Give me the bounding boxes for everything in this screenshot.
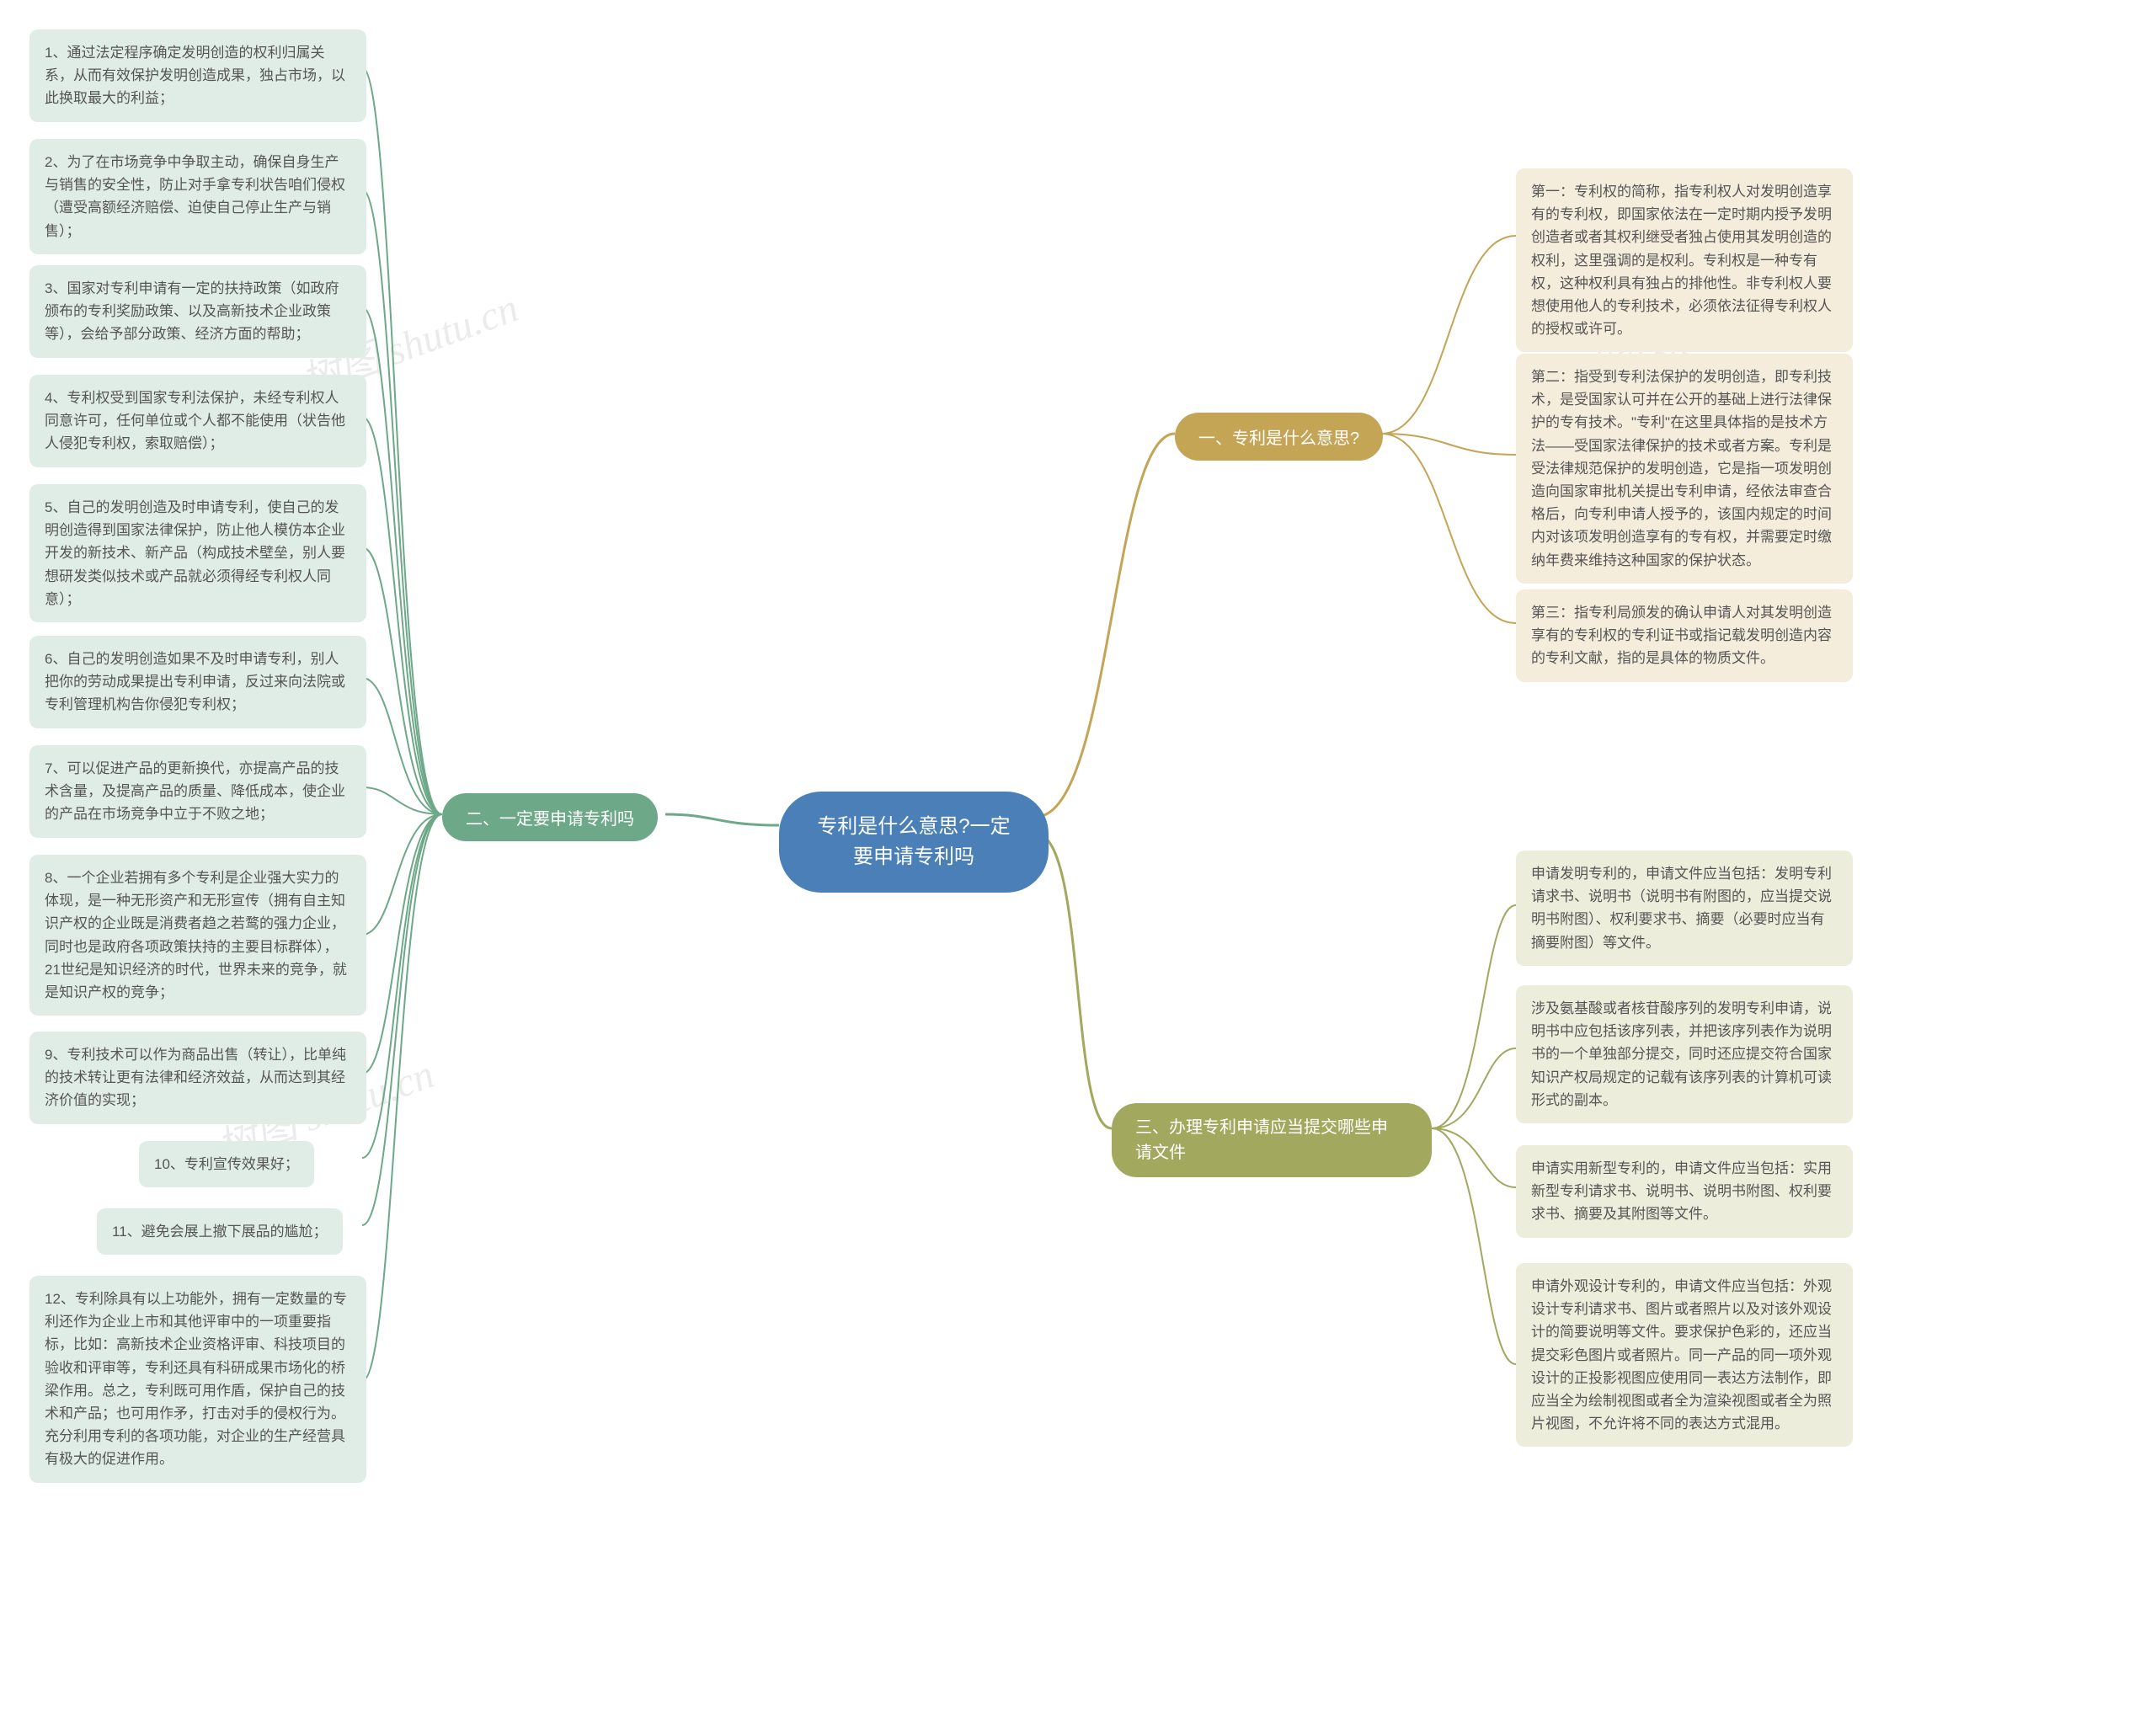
leaf-node: 6、自己的发明创造如果不及时申请专利，别人把你的劳动成果提出专利申请，反过来向法… [29, 636, 366, 728]
leaf-node: 2、为了在市场竞争中争取主动，确保自身生产与销售的安全性，防止对手拿专利状告咱们… [29, 139, 366, 254]
leaf-node: 4、专利权受到国家专利法保护，未经专利权人同意许可，任何单位或个人都不能使用（状… [29, 375, 366, 467]
leaf-node: 3、国家对专利申请有一定的扶持政策（如政府颁布的专利奖励政策、以及高新技术企业政… [29, 265, 366, 358]
leaf-node: 涉及氨基酸或者核苷酸序列的发明专利申请，说明书中应包括该序列表，并把该序列表作为… [1516, 985, 1853, 1123]
leaf-node: 第一：专利权的简称，指专利权人对发明创造享有的专利权，即国家依法在一定时期内授予… [1516, 168, 1853, 352]
leaf-node: 申请实用新型专利的，申请文件应当包括：实用新型专利请求书、说明书、说明书附图、权… [1516, 1145, 1853, 1238]
leaf-node: 申请外观设计专利的，申请文件应当包括：外观设计专利请求书、图片或者照片以及对该外… [1516, 1263, 1853, 1447]
center-node: 专利是什么意思?一定要申请专利吗 [779, 792, 1049, 893]
branch-node-3: 三、办理专利申请应当提交哪些申 请文件 [1112, 1103, 1432, 1177]
leaf-node: 12、专利除具有以上功能外，拥有一定数量的专利还作为企业上市和其他评审中的一项重… [29, 1276, 366, 1483]
leaf-node: 9、专利技术可以作为商品出售（转让），比单纯的技术转让更有法律和经济效益，从而达… [29, 1032, 366, 1124]
leaf-node: 10、专利宣传效果好； [139, 1141, 314, 1187]
leaf-node: 申请发明专利的，申请文件应当包括：发明专利请求书、说明书（说明书有附图的，应当提… [1516, 851, 1853, 966]
leaf-node: 5、自己的发明创造及时申请专利，使自己的发明创造得到国家法律保护，防止他人模仿本… [29, 484, 366, 622]
branch-node-2: 二、一定要申请专利吗 [442, 793, 658, 841]
leaf-node: 7、可以促进产品的更新换代，亦提高产品的技术含量，及提高产品的质量、降低成本，使… [29, 745, 366, 838]
branch-node-1: 一、专利是什么意思? [1175, 413, 1383, 461]
leaf-node: 第二：指受到专利法保护的发明创造，即专利技术，是受国家认可并在公开的基础上进行法… [1516, 354, 1853, 584]
leaf-node: 第三：指专利局颁发的确认申请人对其发明创造享有的专利权的专利证书或指记载发明创造… [1516, 589, 1853, 682]
leaf-node: 11、避免会展上撤下展品的尴尬； [97, 1208, 343, 1255]
leaf-node: 8、一个企业若拥有多个专利是企业强大实力的体现，是一种无形资产和无形宣传（拥有自… [29, 855, 366, 1016]
leaf-node: 1、通过法定程序确定发明创造的权利归属关系，从而有效保护发明创造成果，独占市场，… [29, 29, 366, 122]
